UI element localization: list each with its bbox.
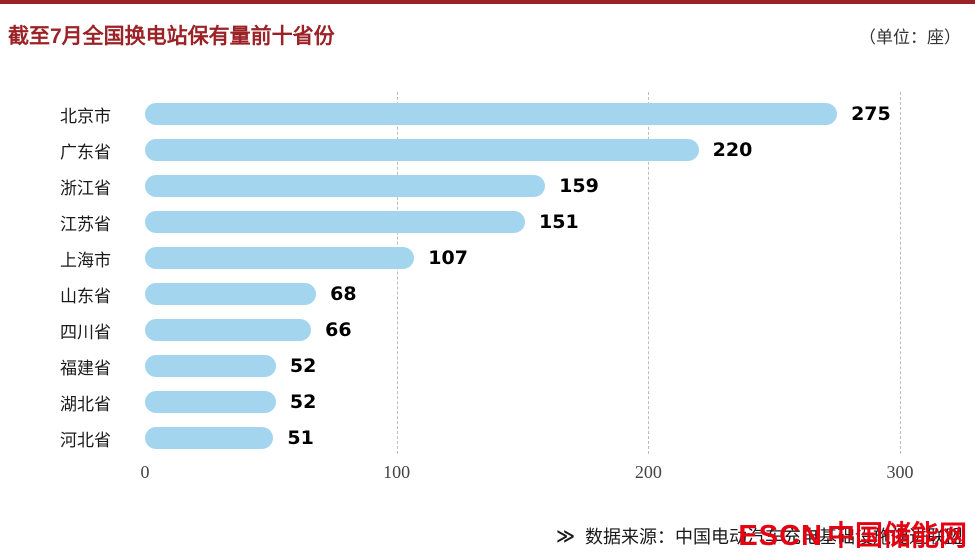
bar-chart: 北京市 275 广东省 220 浙江省 159 江苏省 151 [0,92,975,492]
chart-plot-area: 北京市 275 广东省 220 浙江省 159 江苏省 151 [0,92,975,456]
bar [145,103,838,125]
bar-track: 107 [145,247,900,269]
bar-value: 66 [325,319,352,341]
category-label: 湖北省 [60,394,111,414]
bar-row: 河北省 51 [0,420,975,456]
bar-value: 51 [287,427,314,449]
watermark-cn-text: 中国储能网 [826,520,967,551]
bar-row: 江苏省 151 [0,204,975,240]
bar-value: 275 [851,103,891,125]
category-label: 浙江省 [60,178,111,198]
bar-track: 159 [145,175,900,197]
bar-value: 52 [289,355,317,377]
bar-row: 上海市 107 [0,240,975,276]
bar-row: 湖北省 52 [0,384,975,420]
bar [145,391,276,413]
bar-value: 107 [428,247,468,269]
bar [145,247,415,269]
bar-track: 275 [145,103,900,125]
unit-note: （单位：座） [859,28,961,47]
watermark-en-text: ESCN [738,520,823,552]
x-tick: 200 [634,462,662,482]
bar [145,175,546,197]
bar [145,427,274,449]
bar-track: 220 [145,139,900,161]
bar-row: 北京市 275 [0,96,975,132]
bar [145,211,526,233]
bar-track: 68 [145,283,900,305]
category-label: 山东省 [60,286,111,306]
x-axis: 0 100 200 300 [141,462,914,492]
bar-track: 52 [145,355,900,377]
category-label: 上海市 [60,250,111,270]
x-tick: 100 [383,462,411,482]
double-chevron-icon: ≫ [556,525,575,547]
bar-row: 广东省 220 [0,132,975,168]
chart-header: 截至7月全国换电站保有量前十省份 （单位：座） [0,4,975,50]
bar-track: 51 [145,427,900,449]
bar-value: 159 [559,175,599,197]
bar-track: 151 [145,211,900,233]
category-label: 北京市 [60,106,111,126]
bar-row: 四川省 66 [0,312,975,348]
bar-value: 52 [289,391,317,413]
bar [145,355,276,377]
category-label: 四川省 [60,322,111,342]
top-rule [0,0,975,4]
bar [145,139,699,161]
escn-watermark-logo: ESCN 中国储能网 [738,514,967,554]
bar-value: 220 [712,139,753,161]
bar-track: 52 [145,391,900,413]
bar-row: 山东省 68 [0,276,975,312]
x-tick: 0 [140,462,150,482]
bar-track: 66 [145,319,900,341]
bar-value: 68 [330,283,357,305]
footer: ≫ 数据来源：中国电动汽车充电基础设施促进联盟 ESCN 中国储能网 [0,518,975,554]
category-label: 河北省 [60,430,111,450]
chart-title: 截至7月全国换电站保有量前十省份 [8,25,335,48]
data-source-text: 数据来源：中国电动汽车充电基础设施促进联盟 [585,527,963,547]
bar [145,283,317,305]
x-tick: 300 [886,462,914,482]
category-label: 福建省 [60,358,111,378]
bar-value: 151 [539,211,579,233]
bar [145,319,312,341]
bar-row: 福建省 52 [0,348,975,384]
bar-row: 浙江省 159 [0,168,975,204]
category-label: 广东省 [60,142,111,162]
category-label: 江苏省 [60,214,111,234]
